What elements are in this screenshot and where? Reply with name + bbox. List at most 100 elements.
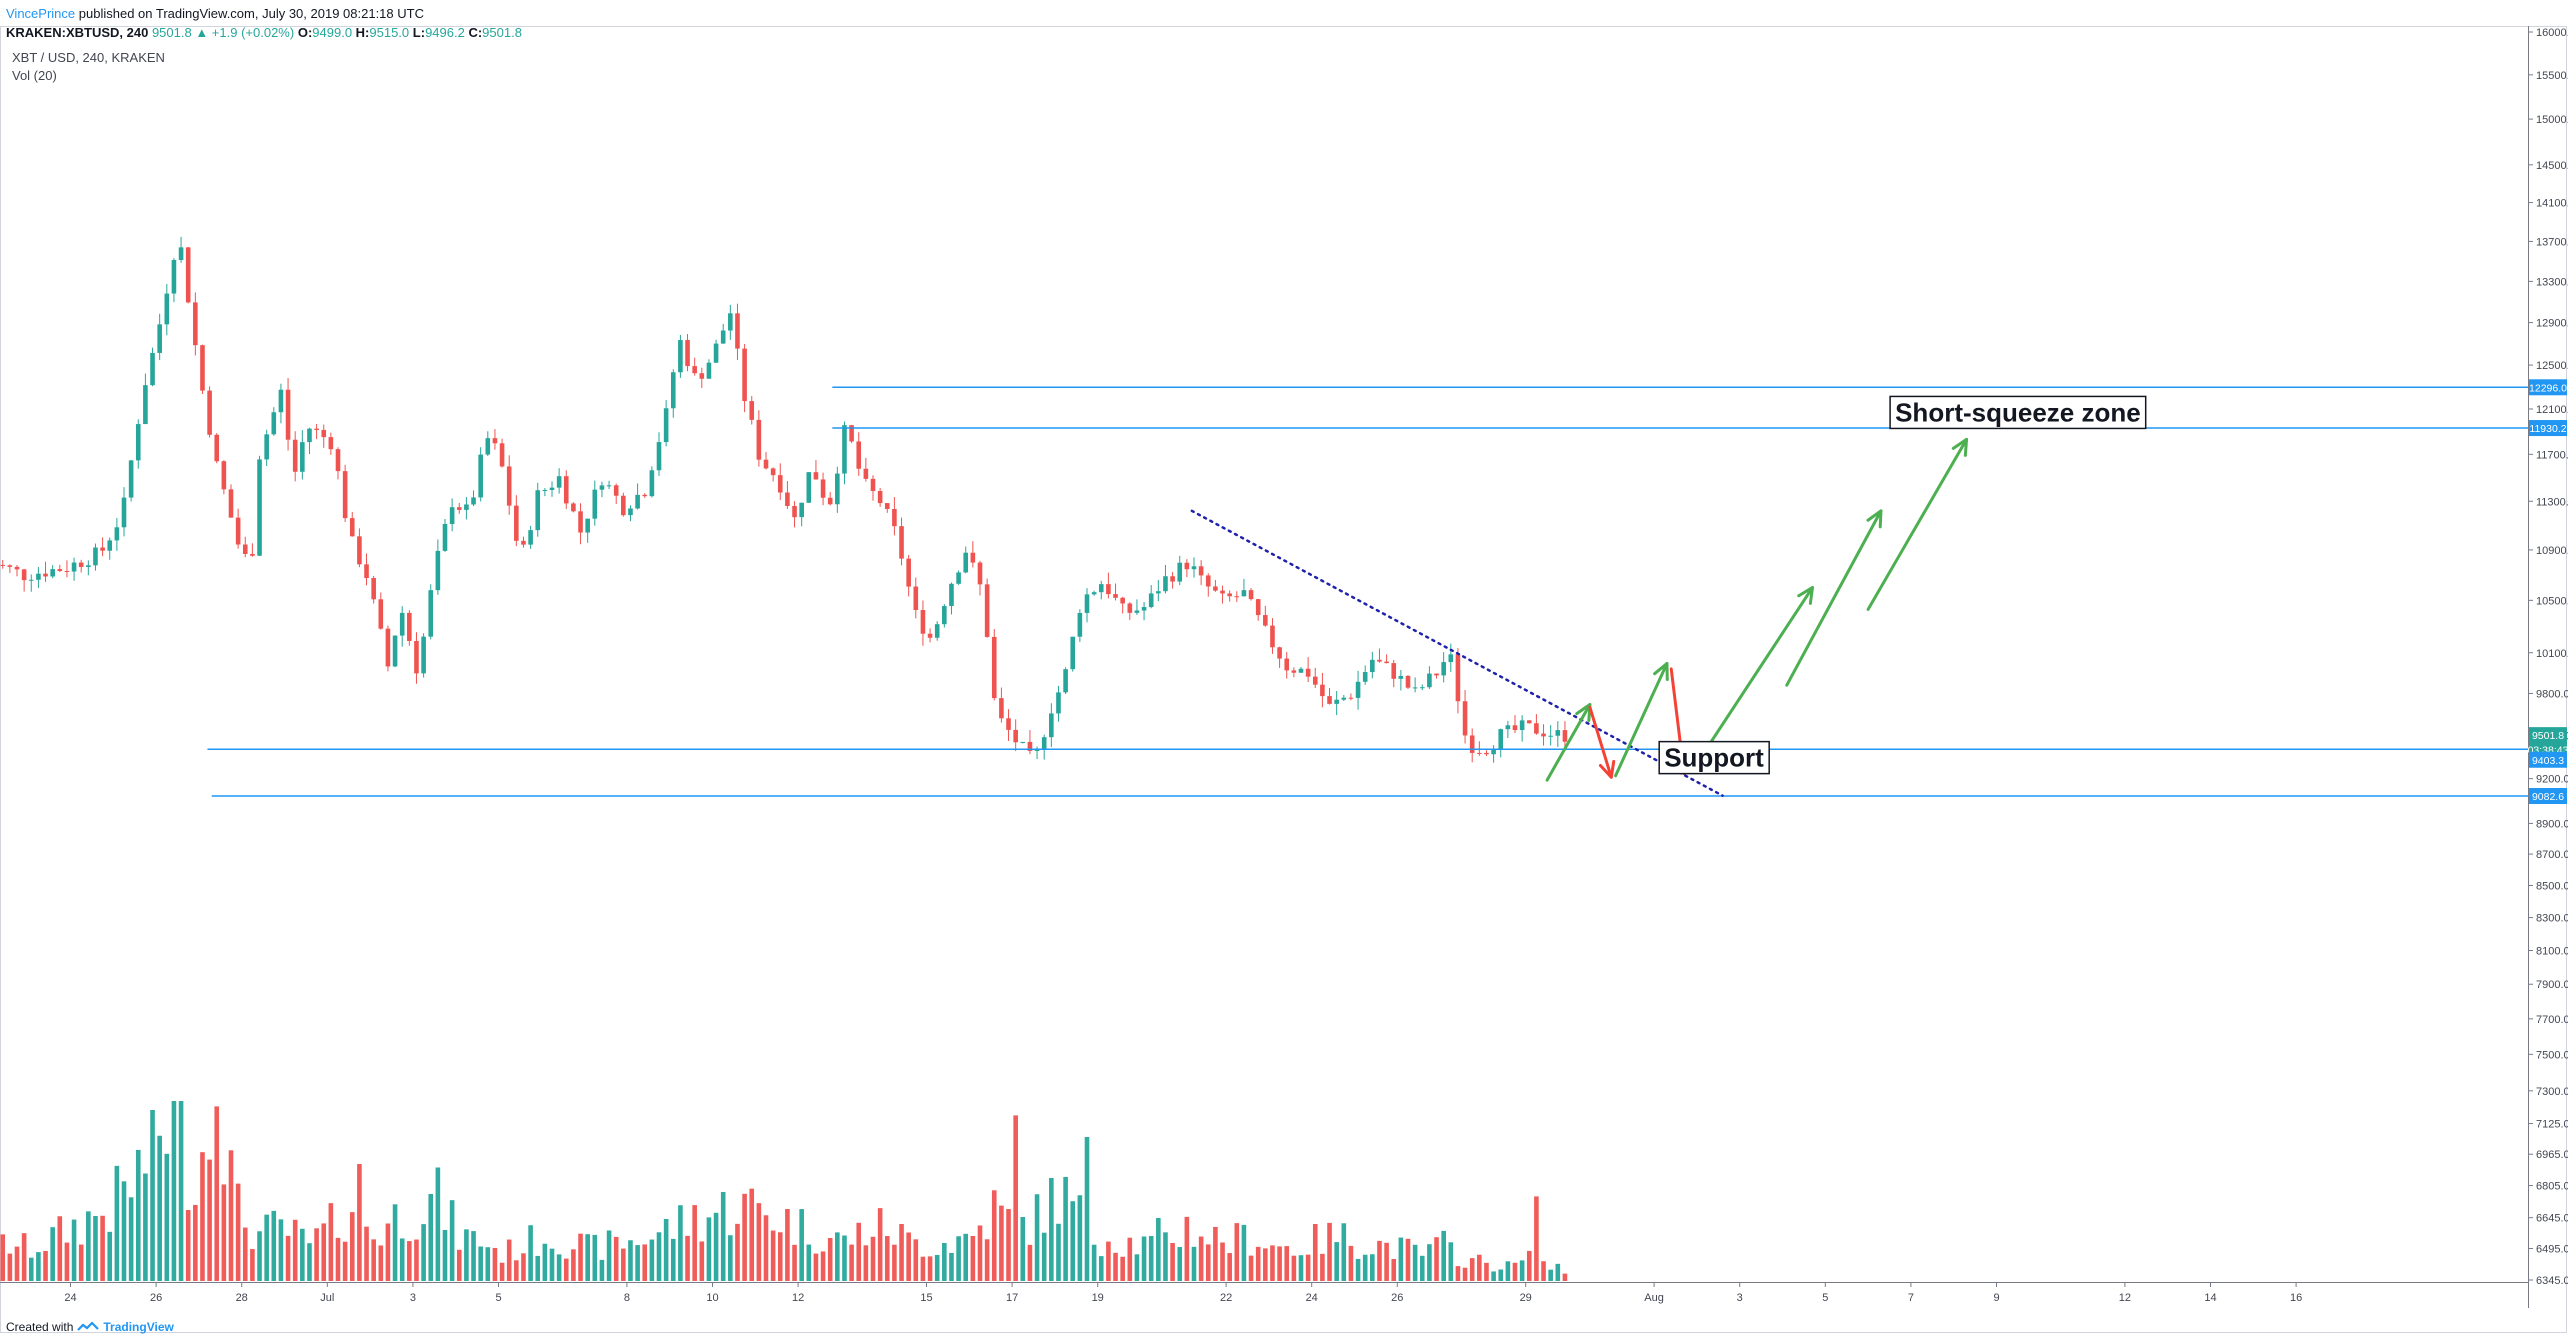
candle-body: [86, 565, 91, 567]
candle-body: [314, 428, 319, 430]
candle-body: [200, 345, 205, 391]
volume-bar: [1526, 1250, 1532, 1281]
candle-body: [792, 505, 797, 518]
candle-body: [257, 459, 262, 556]
candle-body: [863, 468, 869, 479]
volume-bar: [150, 1110, 155, 1281]
volume-bar: [1555, 1263, 1561, 1281]
volume-bar: [1063, 1176, 1068, 1281]
volume-bar: [392, 1204, 398, 1281]
candle-body: [556, 476, 562, 488]
volume-bar: [1448, 1242, 1454, 1281]
volume-bar: [1077, 1195, 1083, 1281]
volume-bar: [1248, 1255, 1254, 1281]
volume-bar: [663, 1218, 669, 1281]
candle-body: [1227, 593, 1232, 597]
candle-body: [934, 624, 940, 638]
candle-body: [1255, 599, 1261, 616]
volume-bar: [1484, 1262, 1489, 1281]
volume-bar: [1198, 1236, 1204, 1281]
candle-body: [663, 408, 669, 443]
volume-bar: [492, 1247, 498, 1281]
volume-bar: [1163, 1232, 1168, 1281]
price-change: ▲ +1.9 (+0.02%): [195, 25, 295, 40]
volume-bar: [1305, 1254, 1311, 1281]
volume-bar: [1141, 1236, 1147, 1281]
volume-bar: [0, 1234, 6, 1281]
projection-arrow-down: [1588, 705, 1616, 779]
y-tick-label: 16000.0: [2536, 27, 2568, 39]
y-tick-label: 14500.0: [2536, 160, 2568, 172]
candle-body: [1106, 584, 1111, 595]
volume-bar: [456, 1249, 462, 1281]
y-tick-label: 12500.0: [2536, 360, 2568, 372]
candle-body: [492, 438, 498, 444]
price-axis-label-text: 9403.3: [2532, 755, 2564, 767]
volume-bar: [157, 1135, 162, 1281]
series-legend[interactable]: XBT / USD, 240, KRAKEN: [12, 50, 165, 65]
volume-bar: [121, 1181, 127, 1281]
x-tick-label: 5: [495, 1292, 501, 1304]
volume-bar: [485, 1247, 491, 1281]
volume-bar: [785, 1208, 790, 1281]
y-tick-label: 15000.0: [2536, 114, 2568, 126]
candle-body: [585, 518, 590, 533]
candle-body: [563, 476, 569, 504]
volume-bar: [278, 1219, 284, 1281]
volume-bar: [1263, 1248, 1268, 1281]
x-tick-label: 17: [1006, 1292, 1018, 1304]
volume-bar: [1419, 1255, 1425, 1281]
volume-bar: [221, 1184, 227, 1281]
candle-body: [899, 526, 904, 559]
candle-body: [1020, 741, 1026, 743]
candle-body: [178, 247, 184, 261]
volume-bar: [1034, 1194, 1040, 1281]
volume-bar: [599, 1259, 605, 1281]
x-tick-label: 16: [2290, 1292, 2302, 1304]
y-tick-label: 14100.0: [2536, 198, 2568, 210]
candle-body: [1006, 718, 1011, 730]
candle-body: [621, 495, 626, 516]
y-tick-label: 8700.0: [2536, 849, 2568, 861]
x-tick-label: 22: [1220, 1292, 1232, 1304]
volume-bar: [1220, 1242, 1225, 1281]
candle-body: [107, 540, 113, 551]
author-link[interactable]: VincePrince: [6, 6, 76, 21]
candle-body: [385, 628, 391, 667]
candle-body: [1205, 575, 1211, 587]
candle-body: [21, 569, 27, 581]
volume-bar: [549, 1248, 555, 1281]
arrow-shaft: [1588, 705, 1613, 779]
volume-bar: [934, 1254, 940, 1281]
candle-body: [28, 579, 34, 581]
volume-bar: [585, 1234, 590, 1281]
volume-bar: [706, 1217, 712, 1281]
tradingview-brand[interactable]: TradingView: [103, 1320, 174, 1334]
volume-bar: [300, 1228, 305, 1281]
volume-bar: [428, 1194, 434, 1281]
volume-bar: [863, 1245, 869, 1281]
volume-bar: [906, 1232, 911, 1281]
annotation-text: Support: [1664, 743, 1764, 773]
volume-legend[interactable]: Vol (20): [12, 68, 57, 83]
candle-body: [1213, 586, 1218, 591]
price-axis-label: 9403.3: [2529, 751, 2567, 768]
volume-bar: [756, 1203, 762, 1281]
volume-bar: [285, 1235, 291, 1281]
candle-body: [371, 578, 376, 600]
projection-arrow-up: [1545, 702, 1592, 782]
volume-bar: [506, 1239, 512, 1281]
candle-body: [799, 502, 804, 518]
candle-body: [456, 507, 462, 510]
volume-bar: [207, 1159, 212, 1281]
volume-bar: [1355, 1258, 1361, 1281]
volume-bar: [1084, 1137, 1090, 1281]
volume-bar: [1434, 1237, 1439, 1281]
candle-body: [1498, 729, 1504, 750]
candle-body: [71, 562, 77, 572]
candle-body: [1120, 597, 1125, 604]
close-label: C:: [468, 25, 483, 40]
volume-bar: [1006, 1209, 1011, 1281]
volume-bar: [200, 1152, 205, 1281]
